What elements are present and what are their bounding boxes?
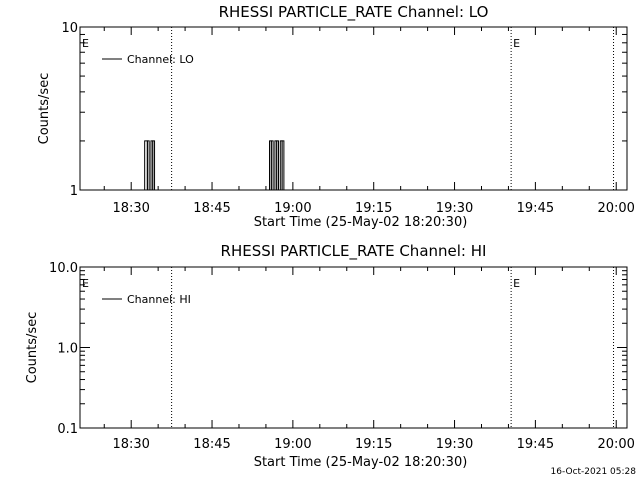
y-tick-label: 0.1 [57,422,78,437]
x-axis-label: Start Time (25-May-02 18:20:30) [254,455,468,470]
y-tick-label: 10.0 [49,261,78,276]
x-tick-label: 18:45 [193,437,230,452]
x-tick-label: 19:15 [355,437,392,452]
plot-frame [79,266,628,429]
data-bar [270,140,274,190]
data-bar [146,140,150,190]
y-tick-label: 1 [70,184,78,199]
x-tick-label: 20:00 [597,201,634,216]
event-marker-label: E [82,277,89,290]
y-tick-label: 1.0 [57,342,78,357]
data-bar [276,140,280,190]
event-marker-label: E [513,277,520,290]
chart-panel-1: RHESSI PARTICLE_RATE Channel: HI 18:30 18:… [25,242,635,470]
y-tick-label: 10 [61,21,78,36]
x-tick-label: 19:45 [517,437,554,452]
event-marker-label: E [513,37,520,50]
x-tick-label: 19:30 [436,201,473,216]
x-tick-label: 19:00 [274,437,311,452]
x-tick-label: 19:45 [517,201,554,216]
x-tick-label: 19:30 [436,437,473,452]
chart-title: RHESSI PARTICLE_RATE Channel: LO [219,3,489,22]
x-tick-label: 19:15 [355,201,392,216]
x-axis-label: Start Time (25-May-02 18:20:30) [254,215,468,230]
x-tick-label: 18:45 [193,201,230,216]
x-tick-label: 18:30 [112,201,149,216]
data-bar [152,140,156,190]
legend-entry: Channel: LO [127,53,194,66]
legend-entry: Channel: HI [127,293,191,306]
x-tick-label: 19:00 [274,201,311,216]
y-axis-label: Counts/sec [25,312,40,384]
y-axis-label: Counts/sec [37,73,52,145]
event-marker-label: E [82,37,89,50]
data-bar [281,140,285,190]
chart-panel-0: RHESSI PARTICLE_RATE Channel: LO 18:30 18:… [37,3,635,230]
x-tick-label: 20:00 [597,437,634,452]
plot-frame [79,26,628,191]
x-tick-label: 18:30 [112,437,149,452]
timestamp: 16-Oct-2021 05:28 [551,467,637,477]
chart-title: RHESSI PARTICLE_RATE Channel: HI [221,242,487,261]
